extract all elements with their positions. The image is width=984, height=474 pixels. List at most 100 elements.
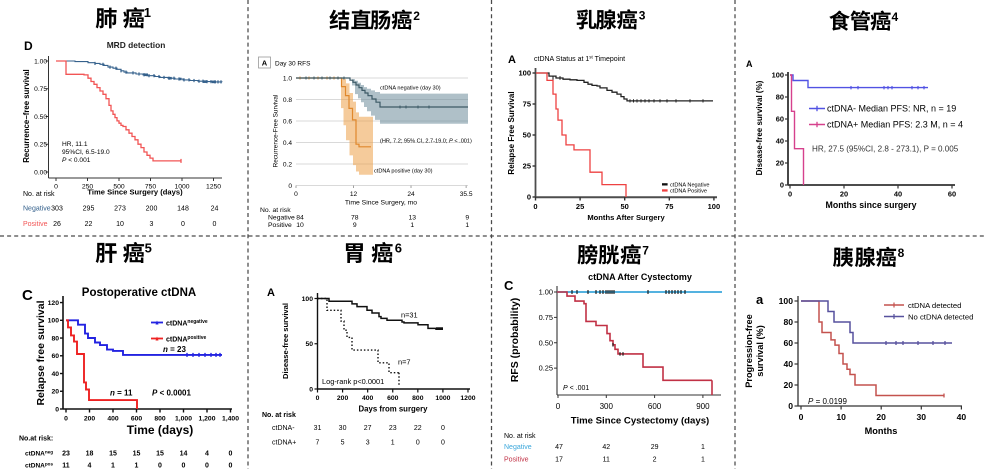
svg-text:RFS (probability): RFS (probability) <box>509 298 521 383</box>
svg-text:40: 40 <box>776 137 784 146</box>
svg-text:1,200: 1,200 <box>198 416 215 423</box>
svg-text:0: 0 <box>788 190 792 199</box>
svg-text:1: 1 <box>144 5 151 20</box>
svg-text:n=7: n=7 <box>398 358 411 367</box>
svg-text:10: 10 <box>836 412 846 422</box>
svg-text:1: 1 <box>465 222 469 229</box>
svg-text:No ctDNA detected: No ctDNA detected <box>908 313 973 322</box>
svg-text:7: 7 <box>316 440 320 447</box>
svg-text:42: 42 <box>602 444 610 451</box>
svg-text:60: 60 <box>783 338 793 348</box>
svg-text:MRD detection: MRD detection <box>107 40 166 50</box>
svg-text:Progression-free: Progression-free <box>744 314 754 388</box>
svg-text:40: 40 <box>51 371 59 378</box>
svg-text:Time (days): Time (days) <box>127 423 193 437</box>
svg-text:31: 31 <box>314 425 322 432</box>
svg-text:120: 120 <box>48 300 60 307</box>
svg-text:75: 75 <box>665 202 673 211</box>
svg-text:750: 750 <box>145 184 157 191</box>
svg-text:2: 2 <box>653 457 657 464</box>
svg-text:P < 0.001: P < 0.001 <box>62 157 91 164</box>
svg-text:30: 30 <box>339 425 347 432</box>
svg-text:11: 11 <box>603 457 610 464</box>
svg-text:22: 22 <box>85 221 93 228</box>
svg-text:15: 15 <box>109 451 117 458</box>
svg-text:35.5: 35.5 <box>460 191 473 198</box>
svg-text:3: 3 <box>639 9 646 23</box>
svg-text:47: 47 <box>555 444 563 451</box>
svg-text:Days from surgery: Days from surgery <box>359 405 429 414</box>
svg-text:148: 148 <box>177 206 189 213</box>
svg-text:40: 40 <box>894 190 902 199</box>
svg-text:Disease-free survival: Disease-free survival <box>281 303 290 379</box>
svg-text:1: 1 <box>135 463 139 470</box>
svg-text:1: 1 <box>111 463 115 470</box>
svg-text:ctDNApos: ctDNApos <box>25 461 53 469</box>
svg-text:1250: 1250 <box>206 184 221 191</box>
svg-text:84: 84 <box>296 215 304 222</box>
svg-text:0.2: 0.2 <box>283 161 292 168</box>
svg-text:C: C <box>504 278 514 293</box>
svg-text:1: 1 <box>391 440 395 447</box>
svg-text:5: 5 <box>145 241 152 256</box>
svg-text:1: 1 <box>410 222 414 229</box>
svg-text:40: 40 <box>957 412 967 422</box>
svg-text:Day 30 RFS: Day 30 RFS <box>275 60 311 67</box>
svg-text:No. at risk: No. at risk <box>23 191 55 198</box>
svg-text:13: 13 <box>409 215 417 222</box>
svg-text:Relapse free survival: Relapse free survival <box>35 300 47 405</box>
svg-text:A: A <box>262 58 268 67</box>
svg-text:Months since surgery: Months since surgery <box>826 200 917 210</box>
svg-text:5: 5 <box>341 440 345 447</box>
svg-text:15: 15 <box>133 451 141 458</box>
svg-text:100: 100 <box>302 296 314 303</box>
svg-text:1,400: 1,400 <box>222 416 239 423</box>
svg-text:22: 22 <box>414 425 422 432</box>
svg-text:20: 20 <box>776 159 784 168</box>
svg-text:A: A <box>267 287 275 299</box>
svg-text:20: 20 <box>51 389 59 396</box>
svg-text:0: 0 <box>158 463 162 470</box>
svg-text:C: C <box>22 287 33 304</box>
svg-text:0: 0 <box>182 463 186 470</box>
svg-text:20: 20 <box>783 380 793 390</box>
svg-text:12: 12 <box>350 191 358 198</box>
svg-text:1,000: 1,000 <box>175 416 192 423</box>
svg-text:273: 273 <box>114 206 126 213</box>
svg-text:80: 80 <box>783 317 793 327</box>
svg-text:0.6: 0.6 <box>283 118 292 125</box>
svg-text:60: 60 <box>948 190 956 199</box>
svg-text:26: 26 <box>53 221 61 228</box>
svg-text:1: 1 <box>701 457 705 464</box>
svg-text:Time Since Surgery, mo: Time Since Surgery, mo <box>345 200 417 207</box>
svg-text:4: 4 <box>892 10 899 24</box>
svg-text:ctDNA-: ctDNA- <box>272 425 295 432</box>
svg-text:0: 0 <box>416 440 420 447</box>
svg-text:600: 600 <box>131 416 143 423</box>
svg-text:No.at risk:: No.at risk: <box>19 436 53 443</box>
svg-text:Negative: Negative <box>268 215 295 222</box>
svg-text:9: 9 <box>353 222 357 229</box>
svg-text:0: 0 <box>288 183 292 190</box>
svg-text:600: 600 <box>387 395 399 402</box>
svg-text:0.00: 0.00 <box>34 169 47 176</box>
svg-text:50: 50 <box>621 202 629 211</box>
svg-text:0: 0 <box>54 184 58 191</box>
svg-text:0: 0 <box>780 181 784 190</box>
svg-text:1000: 1000 <box>435 395 450 402</box>
svg-text:No. at risk: No. at risk <box>504 433 536 440</box>
svg-text:200: 200 <box>146 206 158 213</box>
svg-text:0: 0 <box>316 395 320 402</box>
svg-text:7: 7 <box>642 244 649 258</box>
svg-text:24: 24 <box>407 191 415 198</box>
svg-text:Postoperative ctDNA: Postoperative ctDNA <box>82 287 196 299</box>
svg-text:100: 100 <box>518 69 531 78</box>
svg-text:40: 40 <box>783 359 793 369</box>
svg-text:0: 0 <box>229 463 233 470</box>
svg-text:1.00: 1.00 <box>539 288 553 297</box>
svg-text:Months After Surgery: Months After Surgery <box>587 213 665 222</box>
svg-text:75: 75 <box>523 100 531 109</box>
svg-text:600: 600 <box>648 402 662 411</box>
svg-text:10: 10 <box>296 222 304 229</box>
svg-text:ctDNA- Median PFS: NR, n = 19: ctDNA- Median PFS: NR, n = 19 <box>827 104 956 114</box>
